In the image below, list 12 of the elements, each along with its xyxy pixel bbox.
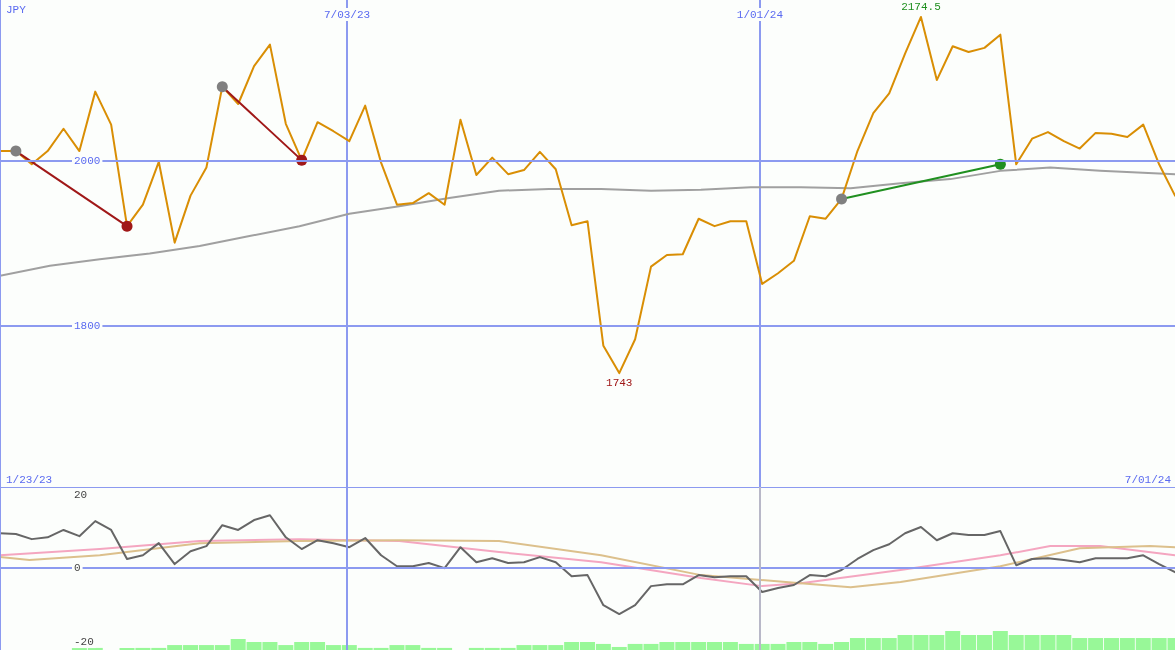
annotation: 1743: [606, 376, 633, 389]
x-tick-label: 1/01/24: [736, 8, 784, 21]
y-tick-label: 20: [74, 488, 88, 501]
y-tick-label: 2000: [74, 154, 101, 167]
annotation: 7/01/24: [1124, 473, 1172, 486]
x-tick-label: 7/03/23: [323, 8, 371, 21]
y-tick-label: -20: [74, 635, 94, 648]
y-tick-label: 1800: [74, 320, 101, 333]
y-axis-title: JPY: [6, 3, 27, 16]
annotation: 2174.5: [901, 1, 941, 14]
annotation: 1/23/23: [6, 473, 53, 486]
y-tick-label: 0: [74, 562, 81, 575]
